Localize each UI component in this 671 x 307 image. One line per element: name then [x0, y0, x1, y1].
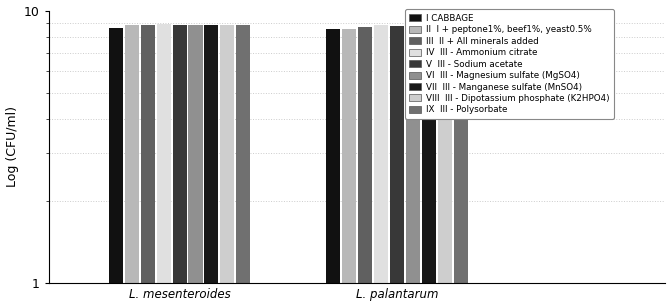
Legend: I CABBAGE, II  I + peptone1%, beef1%, yeast0.5%, III  II + All minerals added, I: I CABBAGE, II I + peptone1%, beef1%, yea…	[405, 10, 614, 119]
Bar	[109, 28, 123, 283]
Bar	[390, 26, 404, 283]
Bar	[156, 24, 170, 283]
Bar	[422, 24, 436, 283]
Bar	[220, 25, 234, 283]
Bar	[326, 29, 340, 283]
Bar	[358, 27, 372, 283]
Bar	[406, 29, 420, 283]
Bar	[125, 25, 139, 283]
Bar	[189, 25, 203, 283]
Bar	[141, 25, 154, 283]
Bar	[438, 29, 452, 283]
Bar	[205, 25, 219, 283]
Bar	[374, 25, 389, 283]
Bar	[172, 25, 187, 283]
Bar	[454, 31, 468, 283]
Bar	[342, 29, 356, 283]
Y-axis label: Log (CFU/ml): Log (CFU/ml)	[5, 106, 19, 187]
Bar	[236, 25, 250, 283]
